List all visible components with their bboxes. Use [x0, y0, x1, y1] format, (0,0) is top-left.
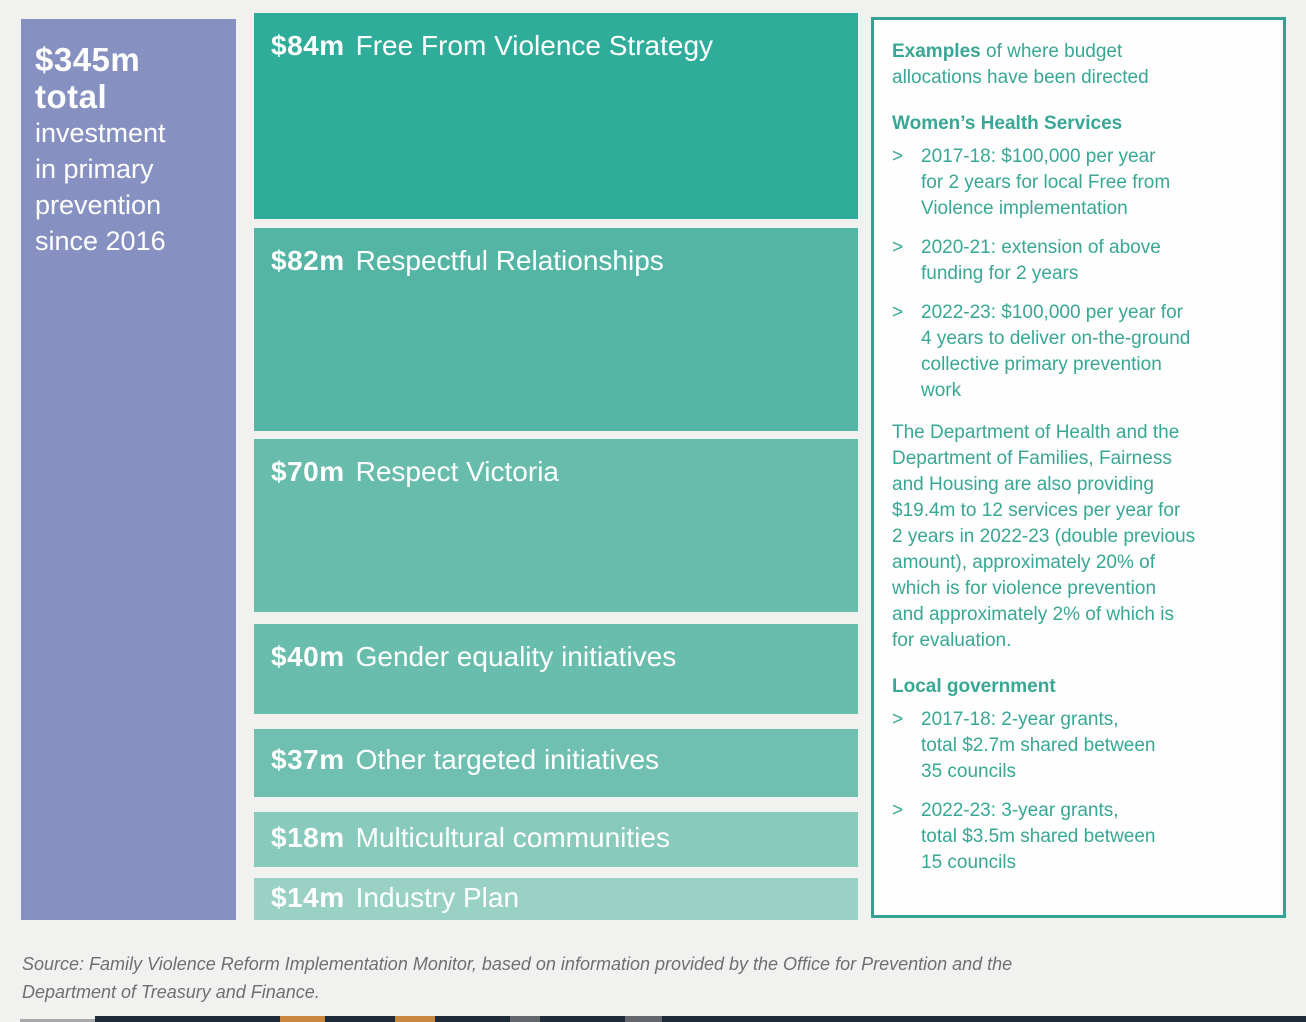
bar-amount: $84m [271, 30, 345, 61]
departments-paragraph: The Department of Health and the Departm… [892, 422, 1196, 651]
bar-gender-equality: $40m Gender equality initiatives [254, 624, 858, 714]
bullet-marker: > [892, 800, 904, 821]
bar-label: Free From Violence Strategy [355, 30, 714, 61]
bullet-item: > 2020-21: extension of above funding fo… [892, 235, 1267, 287]
local-government-list: > 2017-18: 2-year grants, total $2.7m sh… [892, 707, 1267, 876]
bullet-text: 2022-23: $100,000 per year for 4 years t… [921, 302, 1191, 401]
bar-amount: $82m [271, 245, 345, 276]
panel-intro-rest: of where budget allocations have been di… [892, 41, 1149, 88]
bottom-image-strip [0, 1016, 1306, 1022]
total-word: total [35, 78, 108, 115]
bullet-text: 2022-23: 3-year grants, total $3.5m shar… [921, 800, 1156, 873]
bullet-item: > 2017-18: 2-year grants, total $2.7m sh… [892, 707, 1267, 785]
bullet-marker: > [892, 146, 904, 167]
bar-free-from-violence: $84m Free From Violence Strategy [254, 13, 858, 219]
bar-amount: $70m [271, 456, 345, 487]
bar-amount: $14m [271, 882, 345, 913]
bar-label: Multicultural communities [355, 822, 670, 853]
bar-respectful-relationships: $82m Respectful Relationships [254, 228, 858, 431]
bullet-marker: > [892, 709, 904, 730]
total-line: since 2016 [35, 226, 166, 256]
bar-label: Other targeted initiatives [355, 744, 660, 775]
bullet-marker: > [892, 302, 904, 323]
bullet-text: 2017-18: $100,000 per year for 2 years f… [921, 146, 1171, 219]
strip-segment [625, 1016, 662, 1022]
bar-label: Gender equality initiatives [355, 641, 677, 672]
section-heading-local-government: Local government [892, 676, 1056, 697]
bar-amount: $18m [271, 822, 345, 853]
total-line: prevention [35, 190, 162, 220]
bullet-item: > 2022-23: $100,000 per year for 4 years… [892, 300, 1267, 404]
bullet-item: > 2017-18: $100,000 per year for 2 years… [892, 144, 1267, 222]
bar-chart: $84m Free From Violence Strategy $82m Re… [254, 13, 858, 920]
total-line: investment [35, 118, 166, 148]
bar-label: Industry Plan [355, 882, 520, 913]
examples-panel: Examples of where budget allocations hav… [871, 17, 1286, 918]
womens-health-list: > 2017-18: $100,000 per year for 2 years… [892, 144, 1267, 404]
bar-multicultural: $18m Multicultural communities [254, 812, 858, 867]
bar-label: Respect Victoria [355, 456, 559, 487]
panel-intro-bold: Examples [892, 41, 981, 62]
bar-amount: $37m [271, 744, 345, 775]
bullet-item: > 2022-23: 3-year grants, total $3.5m sh… [892, 798, 1267, 876]
bar-other-targeted: $37m Other targeted initiatives [254, 729, 858, 797]
bullet-marker: > [892, 237, 904, 258]
total-amount: $345m [35, 41, 141, 78]
bar-amount: $40m [271, 641, 345, 672]
strip-segment [95, 1016, 1306, 1022]
strip-segment [510, 1016, 540, 1022]
source-note: Source: Family Violence Reform Implement… [22, 954, 1013, 1002]
bar-industry-plan: $14m Industry Plan [254, 878, 858, 920]
section-heading-womens-health: Women’s Health Services [892, 113, 1123, 134]
strip-segment [395, 1016, 435, 1022]
total-investment-card: $345m total investment in primary preven… [21, 19, 236, 920]
strip-segment [20, 1019, 95, 1022]
bar-respect-victoria: $70m Respect Victoria [254, 439, 858, 612]
bullet-text: 2017-18: 2-year grants, total $2.7m shar… [921, 709, 1156, 782]
bullet-text: 2020-21: extension of above funding for … [921, 237, 1161, 284]
strip-segment [280, 1016, 325, 1022]
total-line: in primary [35, 154, 154, 184]
panel-intro: Examples of where budget allocations hav… [892, 39, 1267, 91]
bar-label: Respectful Relationships [355, 245, 664, 276]
